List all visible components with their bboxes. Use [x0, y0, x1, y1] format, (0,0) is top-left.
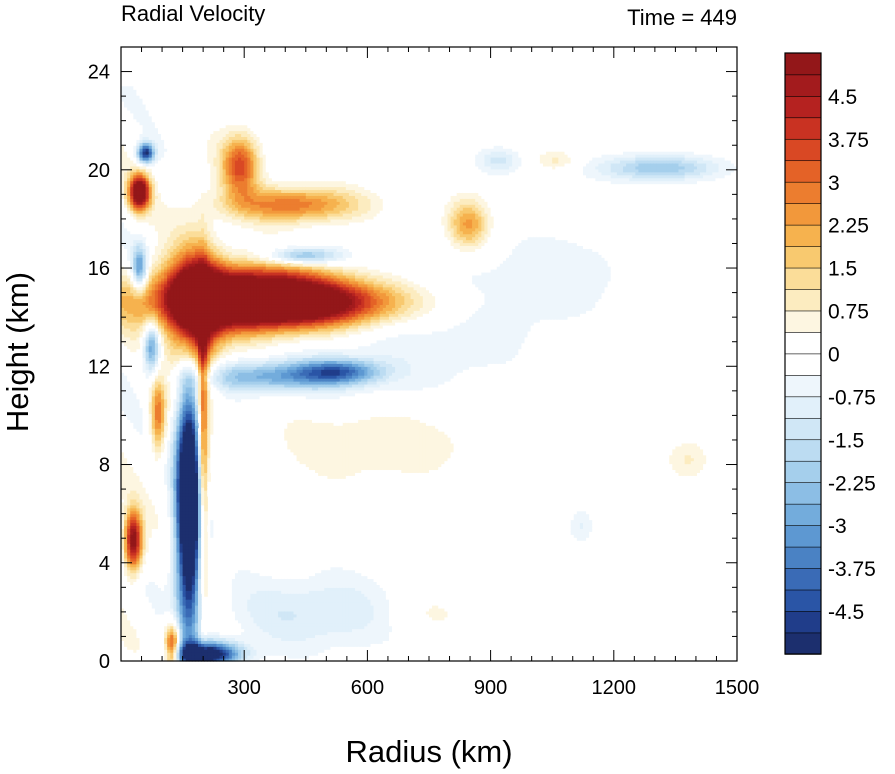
heatmap-cell [164, 119, 168, 123]
heatmap-cell [146, 632, 150, 636]
heatmap-cell [155, 104, 159, 108]
heatmap-cell [158, 496, 162, 500]
heatmap-cell [183, 148, 187, 152]
heatmap-cell [152, 478, 156, 482]
heatmap-cell [133, 611, 137, 615]
heatmap-cell [146, 240, 150, 244]
heatmap-cell [136, 461, 140, 465]
plot-area [121, 47, 738, 662]
heatmap-cell [127, 139, 131, 143]
heatmap-cell [124, 133, 128, 137]
heatmap-cell [155, 175, 159, 179]
heatmap-cell [195, 89, 199, 93]
heatmap-cell [136, 617, 140, 621]
heatmap-cell [170, 128, 174, 132]
heatmap-cell [124, 443, 128, 447]
heatmap-cell [155, 487, 159, 491]
heatmap-cell [201, 98, 205, 102]
heatmap-cell [158, 181, 162, 185]
heatmap-cell [180, 142, 184, 146]
heatmap-cell [149, 95, 153, 99]
chart-title: Radial Velocity [121, 1, 265, 26]
heatmap-cell [130, 605, 134, 609]
heatmap-cell [143, 234, 147, 238]
heatmap-cell [161, 113, 165, 117]
heatmap-cell [189, 160, 193, 164]
heatmap-cell [143, 626, 147, 630]
heatmap-cell [146, 89, 150, 93]
heatmap-cell [186, 154, 190, 158]
heatmap-cell [173, 133, 177, 137]
heatmap-cell [130, 452, 134, 456]
heatmap-cell [192, 166, 196, 170]
chart-subtitle: Time = 449 [627, 5, 737, 30]
